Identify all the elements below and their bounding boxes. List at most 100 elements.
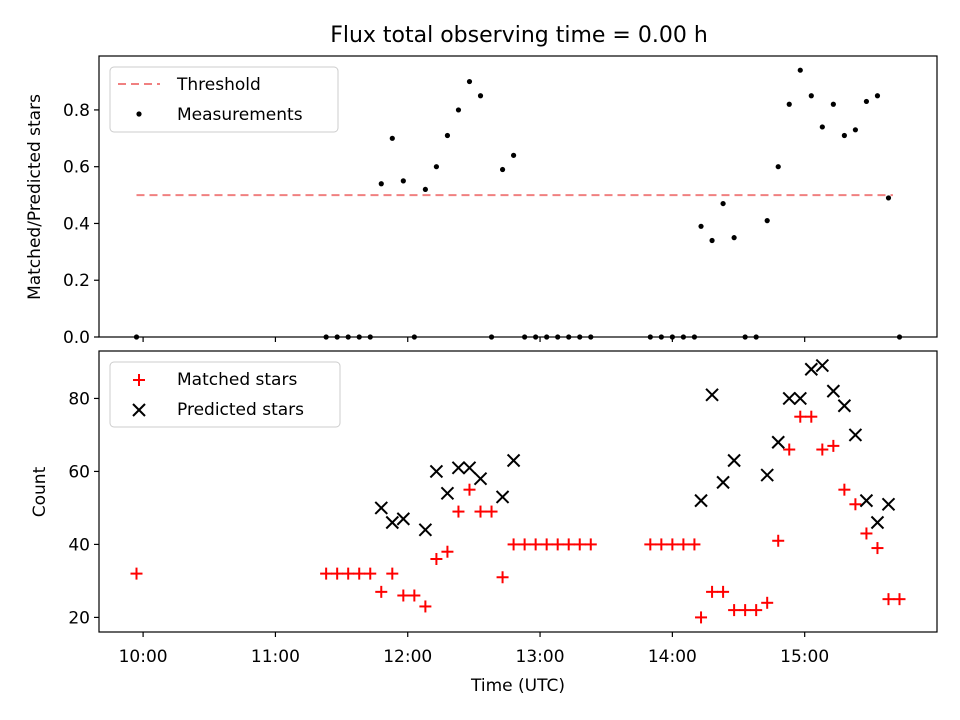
predicted-star-point [815,358,830,373]
matched-star-point [353,567,366,580]
measurement-point [885,195,892,201]
predicted-star-point [396,512,411,526]
x-tick-label: 10:00 [119,647,168,667]
measurement-point [544,334,550,340]
measurement-point [731,235,737,241]
measurement-point [658,334,664,340]
predicted-star-point [418,523,433,537]
ratio-panel-frame [98,55,938,338]
predicted-star-point [440,486,455,501]
x-tick-label: 13:00 [516,647,565,667]
measurement-point [588,334,594,340]
matched-star-point [717,585,730,598]
count-y-tick-label: 20 [68,608,90,628]
ratio-legend-box [109,66,339,133]
measurement-point [720,200,726,207]
matched-star-point [739,604,752,617]
predicted-star-points [374,358,896,537]
predicted-star-point [804,362,819,376]
matched-star-point [496,571,509,584]
matched-star-point [893,593,906,606]
matched-star-point [882,593,895,606]
predicted-star-point [782,391,796,406]
ratio-y-ticks: 0.0 0.2 0.4 0.6 0.8 [63,101,99,348]
predicted-star-point [716,475,730,490]
count-y-axis-label: Count [30,466,50,517]
matched-star-point [474,505,487,518]
measurement-point [819,124,825,130]
matched-star-point [584,538,597,551]
matched-star-point [397,589,410,602]
matched-star-point [750,604,763,617]
measurement-point [841,132,847,139]
legend-matched-label: Matched stars [177,370,297,390]
measurement-point [533,334,539,340]
measurement-point [647,334,653,340]
ratio-y-tick-label: 0.6 [63,158,90,178]
measurement-point [896,334,903,340]
ratio-legend: Threshold Measurements [109,66,339,133]
measurement-point [510,152,517,158]
measurement-point [709,237,715,244]
measurement-point [775,164,781,170]
measurement-point [499,166,506,173]
measurement-point [863,98,870,105]
x-tick-label: 15:00 [780,647,829,667]
measurement-point [555,334,561,340]
matched-star-point [130,567,143,580]
matched-star-point [655,538,668,551]
predicted-star-point [870,515,885,530]
chart-title: Flux total observing time = 0.00 h [330,23,708,48]
measurement-point [133,334,140,340]
legend-predicted-label: Predicted stars [177,400,304,420]
matched-star-point [463,483,476,496]
measurement-point [323,334,329,340]
matched-star-point [386,567,399,580]
measurement-point [830,101,836,107]
ratio-y-tick-label: 0.0 [63,328,90,348]
x-tick-label: 11:00 [251,647,300,667]
measurement-point [455,107,462,113]
matched-star-point [573,538,586,551]
matched-star-point [430,553,443,566]
matched-star-point [827,439,840,452]
predicted-star-point [451,461,466,475]
matched-star-point [342,567,355,580]
measurement-point [680,334,686,340]
count-legend: Matched stars Predicted stars [109,361,341,428]
matched-star-point [728,604,741,617]
ratio-x-ticks [142,337,806,342]
count-x-ticks: 10:00 11:00 12:00 13:00 14:00 15:00 [119,632,829,667]
matched-star-point [408,589,421,602]
count-panel-frame [98,350,938,633]
ratio-y-tick-label: 0.4 [63,214,90,234]
measurement-point [422,186,428,193]
legend-measurements-swatch [136,111,142,117]
legend-matched-swatch [133,374,145,386]
matched-star-point [783,443,796,456]
predicted-star-point [462,461,477,475]
predicted-star-point [473,472,488,486]
measurement-point [566,334,572,340]
matched-star-point [805,410,818,423]
measurement-points [133,67,903,340]
predicted-star-point [859,493,874,508]
matched-star-point [761,596,774,609]
predicted-star-point [429,464,444,479]
measurement-point [786,101,792,107]
measurement-point [400,178,406,184]
measurement-point [477,93,484,99]
predicted-star-point [495,490,510,504]
measurement-point [797,67,803,73]
x-tick-label: 12:00 [383,647,432,667]
predicted-star-point [848,428,863,442]
legend-predicted-swatch [132,403,146,417]
x-tick-label: 14:00 [648,647,697,667]
matched-star-point [529,538,542,551]
matched-star-point [838,483,851,496]
measurement-point [411,334,417,340]
predicted-star-point [374,501,388,515]
predicted-star-point [881,497,896,511]
matched-star-point [695,611,708,624]
